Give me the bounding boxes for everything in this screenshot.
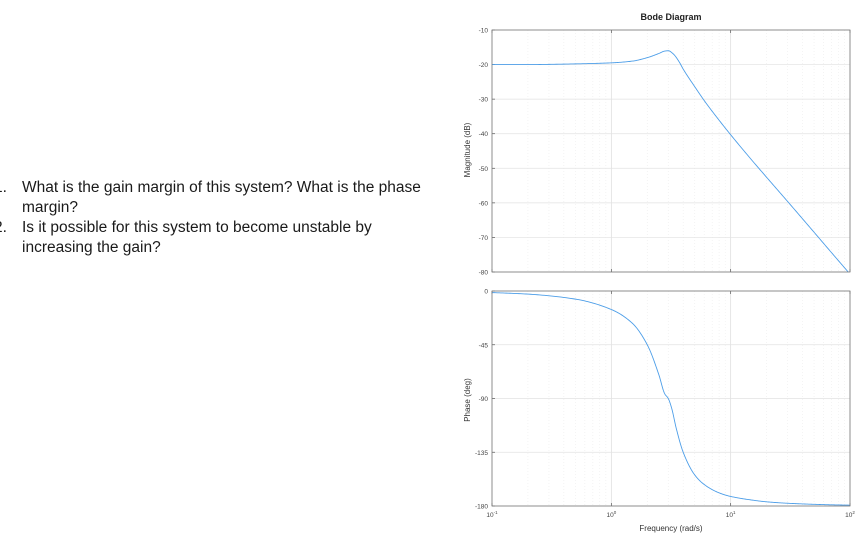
x-tick-label: 102 [845,510,855,519]
plot-area [492,30,850,272]
y-tick-label: -135 [475,450,488,457]
magnitude-y-axis-label: Magnitude (dB) [463,122,472,177]
y-tick-label: -90 [479,396,489,403]
question-item: 2. Is it possible for this system to bec… [0,218,440,258]
y-tick-label: -180 [475,504,488,511]
y-tick-label: -10 [479,28,489,35]
y-tick-label: -60 [479,200,489,207]
phase-y-axis-label: Phase (deg) [463,378,472,422]
question-item: 1. What is the gain margin of this syste… [0,178,440,218]
question-text: Is it possible for this system to become… [22,219,372,256]
x-tick-label: 10-1 [486,510,498,519]
phase-series-line [492,292,850,506]
question-text: What is the gain margin of this system? … [22,179,421,216]
x-tick-labels: 10-1 100 101 102 [486,510,855,519]
y-tick-label: -70 [479,235,489,242]
magnitude-panel: -10 -20 -30 -40 -50 -60 -70 -80 [479,28,851,277]
y-tick-label: -80 [479,270,489,277]
x-axis-label: Frequency (rad/s) [639,524,702,533]
x-tick-label: 101 [726,510,736,519]
y-tick-label: -50 [479,166,489,173]
question-number: 1. [0,179,7,196]
magnitude-series-line [492,50,849,272]
plot-frame [491,290,851,507]
y-tick-label: -40 [479,131,489,138]
phase-panel: 0 -45 -90 -135 -180 [475,289,851,511]
y-tick-label: -20 [479,62,489,69]
x-tick-label: 100 [606,510,616,519]
y-tick-label: -45 [479,342,489,349]
y-tick-label: -30 [479,97,489,104]
question-list: 1. What is the gain margin of this syste… [0,178,440,258]
chart-title: Bode Diagram [640,12,701,22]
y-tick-label: 0 [484,289,488,296]
question-number: 2. [0,219,7,236]
plot-frame [491,29,851,273]
